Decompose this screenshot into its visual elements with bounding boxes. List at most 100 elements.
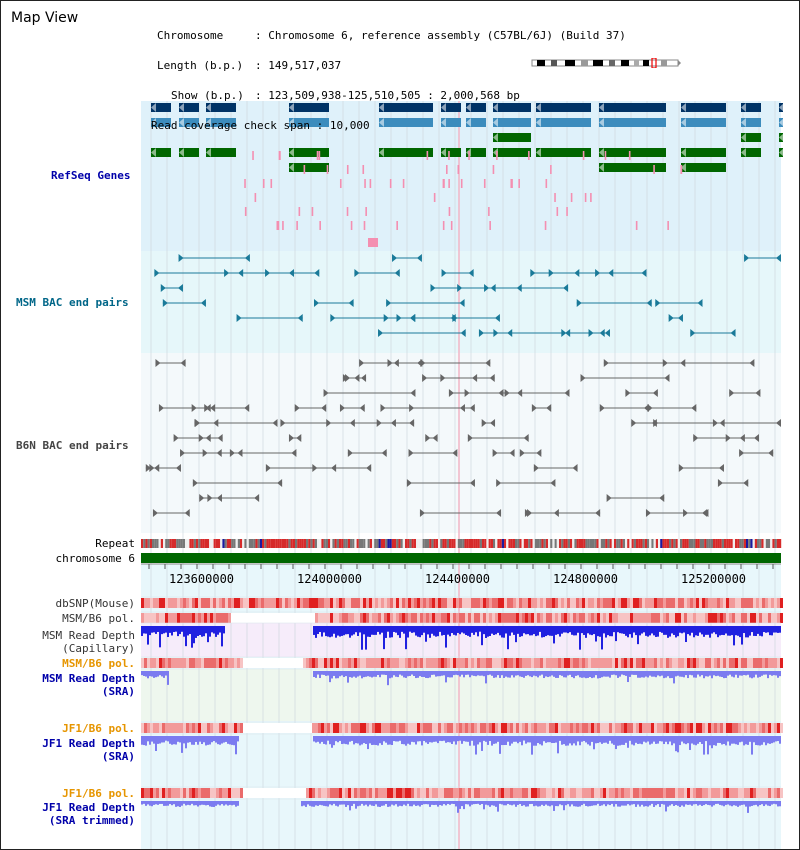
jf1-trim-depth-bar (601, 801, 603, 806)
jf1-pol-trim-cell (561, 788, 564, 798)
capillary-depth-bar (657, 626, 659, 637)
jf1-trim-depth-bar (679, 801, 681, 807)
dbsnp-cell (363, 598, 366, 608)
repeat-segment (358, 539, 361, 548)
msm-pol-cell (360, 613, 363, 623)
jf1-trim-depth-bar (183, 801, 185, 804)
jf1-pol-cell (660, 723, 663, 733)
jf1-pol-cell (372, 723, 375, 733)
jf1-pol-trim-cell (441, 788, 444, 798)
jf1-pol-trim-cell (258, 788, 261, 798)
b6n-bac-pair-end-icon (743, 479, 749, 487)
jf1-pol-cell (546, 723, 549, 733)
jf1-trim-depth-bar (729, 801, 731, 806)
b6n-bac-pair-end-icon (496, 479, 502, 487)
jf1-depth-bar (481, 736, 483, 751)
capillary-depth-bar (599, 626, 601, 637)
b6n-bac-pair-end-icon (432, 434, 438, 442)
msm-pol-cell (336, 613, 339, 623)
capillary-depth-bar (491, 626, 493, 634)
dbsnp-cell (741, 598, 744, 608)
jf1-trim-depth-bar (677, 801, 679, 806)
track-label-msm-bac[interactable]: MSM BAC end pairs (16, 296, 129, 309)
chromosome-ideogram[interactable] (531, 53, 681, 69)
jf1-depth-bar (415, 736, 417, 745)
jf1-trim-depth-bar (453, 801, 455, 805)
repeat-segment (336, 539, 339, 548)
jf1-trim-depth-bar (189, 801, 191, 806)
msm-pol-sra-cell (768, 658, 771, 668)
capillary-depth-bar (685, 626, 687, 643)
jf1-depth-bar (347, 736, 349, 745)
jf1-depth-bar (621, 736, 623, 745)
jf1-trim-depth-bar (205, 801, 207, 806)
capillary-depth-bar (507, 626, 509, 650)
jf1-depth-bar (165, 736, 167, 741)
repeat-segment (532, 539, 535, 548)
msm-pol-cell (327, 613, 330, 623)
jf1-trim-depth-bar (501, 801, 503, 805)
msm-pol-cell (567, 613, 570, 623)
jf1-depth-bar (189, 736, 191, 743)
capillary-depth-bar (367, 626, 369, 637)
jf1-trim-depth-bar (527, 801, 529, 807)
b6n-bac-pair-end-icon (452, 449, 458, 457)
jf1-pol-trim-cell (762, 788, 765, 798)
msm-sra-depth-bar (633, 671, 635, 675)
b6n-bac-pair-end-icon (387, 359, 393, 367)
jf1-pol-trim-cell (375, 788, 378, 798)
jf1-trim-depth-bar (623, 801, 625, 806)
gene-block (151, 148, 171, 157)
track-label-refseq[interactable]: RefSeq Genes (51, 169, 131, 182)
repeat-segment (730, 539, 733, 548)
strand-arrow-icon (779, 148, 784, 157)
msm-pol-sra-cell (504, 658, 507, 668)
repeat-segment (444, 539, 447, 548)
b6n-bac-pair-end-icon (349, 419, 355, 427)
msm-sra-depth-bar (149, 671, 151, 677)
capillary-depth-bar (333, 626, 335, 634)
msm-sra-depth-bar (369, 671, 371, 677)
msm-sra-depth-bar (609, 671, 611, 678)
dbsnp-cell (621, 598, 624, 608)
msm-sra-depth-bar (719, 671, 721, 677)
jf1-pol-trim-cell (471, 788, 474, 798)
msm-sra-depth-bar (325, 671, 327, 676)
jf1-pol-trim-cell (426, 788, 429, 798)
repeat-segment (224, 539, 227, 548)
gene-block (741, 103, 761, 112)
jf1-pol-trim-cell (768, 788, 771, 798)
show-label: Show (b.p.) (171, 89, 244, 102)
jf1-depth-bar (613, 736, 615, 745)
msm-pol-sra-cell (654, 658, 657, 668)
dbsnp-cell (372, 598, 375, 608)
msm-pol-cell (402, 613, 405, 623)
jf1-depth-bar (495, 736, 497, 744)
jf1-pol-cell (669, 723, 672, 733)
capillary-depth-bar (639, 626, 641, 636)
jf1-pol-trim-cell (627, 788, 630, 798)
msm-pol-cell (636, 613, 639, 623)
jf1-depth-bar (161, 736, 163, 743)
track-label-b6n-bac[interactable]: B6N BAC end pairs (16, 439, 129, 452)
capillary-depth-bar (777, 626, 779, 633)
jf1-trim-depth-bar (635, 801, 637, 807)
dbsnp-cell (249, 598, 252, 608)
jf1-pol-trim-cell (714, 788, 717, 798)
b6n-bac-pair-end-icon (469, 479, 475, 487)
repeat-segment (196, 539, 199, 548)
jf1-trim-depth-bar (615, 801, 617, 805)
jf1-pol-cell (273, 723, 276, 733)
msm-pol-cell (558, 613, 561, 623)
msm-sra-depth-bar (779, 671, 781, 677)
strand-arrow-icon (466, 118, 471, 127)
b6n-bac-pair-end-icon (652, 389, 658, 397)
repeat-segment (367, 539, 370, 548)
msm-sra-depth-bar (367, 671, 369, 677)
dbsnp-cell (162, 598, 165, 608)
jf1-trim-depth-bar (165, 801, 167, 806)
jf1-depth-bar (551, 736, 553, 744)
jf1-depth-bar (371, 736, 373, 745)
jf1-pol-trim-cell (558, 788, 561, 798)
msm-bac-pair-end-icon (224, 269, 230, 277)
